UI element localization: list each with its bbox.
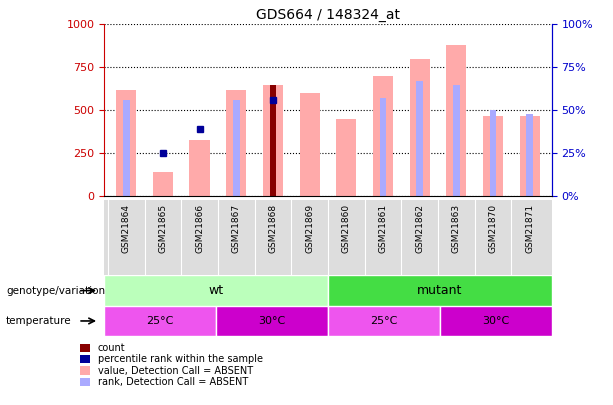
Text: genotype/variation: genotype/variation (6, 286, 105, 296)
Bar (153, 173, 173, 196)
Text: 25°C: 25°C (370, 316, 398, 326)
Text: GSM21870: GSM21870 (489, 204, 498, 254)
Bar (123, 100, 129, 196)
Text: GSM21866: GSM21866 (195, 204, 204, 254)
Bar (527, 114, 533, 196)
Bar (216, 306, 328, 336)
Bar (270, 85, 276, 196)
Bar (116, 90, 136, 196)
Bar (263, 85, 283, 196)
Bar (336, 119, 356, 196)
Text: GSM21871: GSM21871 (525, 204, 534, 254)
Text: GSM21860: GSM21860 (342, 204, 351, 254)
Text: 25°C: 25°C (147, 316, 174, 326)
Bar (233, 100, 240, 196)
Text: GSM21868: GSM21868 (268, 204, 278, 254)
Legend: count, percentile rank within the sample, value, Detection Call = ABSENT, rank, : count, percentile rank within the sample… (78, 341, 265, 389)
Bar (300, 93, 320, 196)
Text: GSM21863: GSM21863 (452, 204, 461, 254)
Text: GSM21861: GSM21861 (378, 204, 387, 254)
Bar (490, 111, 497, 196)
Bar (373, 76, 393, 196)
Bar (520, 116, 540, 196)
Text: GSM21864: GSM21864 (122, 204, 131, 253)
Bar (104, 275, 328, 306)
Text: GSM21869: GSM21869 (305, 204, 314, 254)
Bar (328, 275, 552, 306)
Text: mutant: mutant (417, 284, 463, 297)
Text: GSM21867: GSM21867 (232, 204, 241, 254)
Bar (409, 59, 430, 196)
Bar (483, 116, 503, 196)
Bar (270, 100, 276, 196)
Text: GSM21865: GSM21865 (158, 204, 167, 254)
Bar (189, 140, 210, 196)
Bar (453, 85, 460, 196)
Bar (446, 45, 466, 196)
Bar (379, 98, 386, 196)
Bar (440, 306, 552, 336)
Text: 30°C: 30°C (259, 316, 286, 326)
Bar (226, 90, 246, 196)
Text: GSM21862: GSM21862 (415, 204, 424, 253)
Text: 30°C: 30°C (482, 316, 509, 326)
Bar (104, 306, 216, 336)
Title: GDS664 / 148324_at: GDS664 / 148324_at (256, 8, 400, 22)
Text: temperature: temperature (6, 316, 72, 326)
Bar (416, 81, 423, 196)
Text: wt: wt (208, 284, 224, 297)
Bar (328, 306, 440, 336)
